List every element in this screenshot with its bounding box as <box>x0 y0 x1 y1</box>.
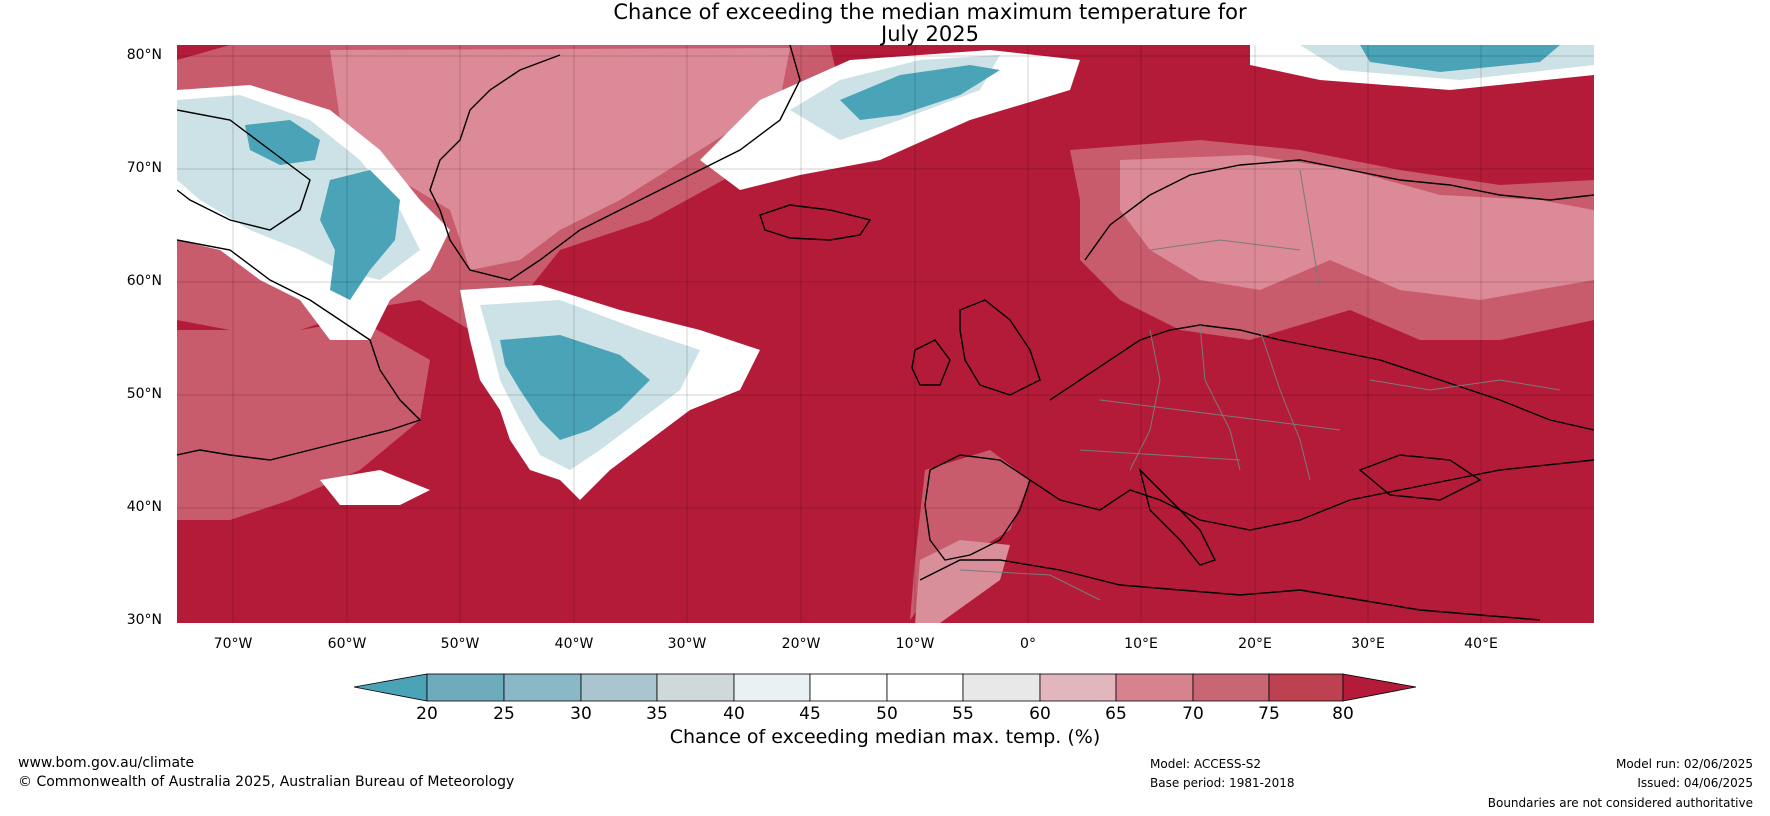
colorbar-tick: 25 <box>493 704 515 724</box>
lon-label: 20°W <box>781 636 821 652</box>
colorbar-tick: 60 <box>1029 704 1051 724</box>
coastline-iceland <box>759 204 872 241</box>
colorbar-segment <box>962 673 1041 702</box>
coastline-greenland <box>429 45 801 281</box>
colorbar-tick: 30 <box>570 704 592 724</box>
boundaries-disclaimer: Boundaries are not considered authoritat… <box>1487 796 1753 810</box>
colorbar-segment <box>1039 673 1117 702</box>
website-link[interactable]: www.bom.gov.au/climate <box>18 755 195 771</box>
lon-label: 60°W <box>327 636 367 652</box>
coastline-black-sea <box>1358 454 1482 501</box>
cool-zone-baffin <box>320 170 400 300</box>
colorbar-low-extend <box>353 673 428 702</box>
warm-zone-scandinavia-light <box>1120 155 1594 300</box>
neutral-zone-newfoundland <box>320 470 430 505</box>
colorbar-tick: 65 <box>1105 704 1127 724</box>
colorbar-tick: 55 <box>952 704 974 724</box>
warm-zone-north-africa <box>915 540 1010 623</box>
coastline-mediterranean <box>1029 459 1594 531</box>
lon-label: 20°E <box>1238 636 1272 652</box>
colorbar-segment <box>1115 673 1194 702</box>
lat-label: 50°N <box>126 386 162 402</box>
colorbar-label: Chance of exceeding median max. temp. (%… <box>669 726 1101 748</box>
colorbar-segment <box>1192 673 1270 702</box>
colorbar-tick: 20 <box>416 704 438 724</box>
colorbar-tick: 50 <box>876 704 898 724</box>
warm-zone-light-north <box>330 48 790 270</box>
cool-zone-far-north <box>1360 45 1560 72</box>
lon-label: 30°W <box>667 636 707 652</box>
lat-label: 60°N <box>126 273 162 289</box>
lat-label: 30°N <box>126 612 162 628</box>
lon-label: 0° <box>1020 636 1036 652</box>
model-name: Model: ACCESS-S2 <box>1150 757 1262 771</box>
lon-label: 10°W <box>895 636 935 652</box>
lon-label: 70°W <box>213 636 253 652</box>
coastline-europe <box>1049 324 1594 431</box>
coastline-british-isles <box>959 299 1041 396</box>
colorbar-tick: 35 <box>646 704 668 724</box>
lon-label: 30°E <box>1351 636 1385 652</box>
cool-zone-baffin-north <box>245 120 320 165</box>
colorbar-segment <box>656 673 735 702</box>
country-borders <box>959 169 1561 601</box>
copyright-text: © Commonwealth of Australia 2025, Austra… <box>18 774 515 790</box>
colorbar-high-extend <box>1342 673 1417 702</box>
colorbar-tick: 75 <box>1258 704 1280 724</box>
colorbar-segment <box>733 673 811 702</box>
lon-label: 40°E <box>1464 636 1498 652</box>
coastlines <box>177 45 1594 621</box>
coastline-ireland <box>911 339 951 386</box>
warm-zone-labrador <box>177 320 430 520</box>
coastline-italy <box>1138 467 1216 566</box>
colorbar-tick: 80 <box>1332 704 1354 724</box>
graticule <box>177 45 1594 623</box>
colorbar-segment <box>809 673 888 702</box>
cool-zone-atlantic <box>500 335 650 440</box>
coastline-scandinavia <box>1084 159 1594 261</box>
coastline-north-africa <box>919 559 1541 621</box>
colorbar-segment <box>503 673 582 702</box>
base-period: Base period: 1981-2018 <box>1150 776 1295 790</box>
lon-label: 40°W <box>554 636 594 652</box>
coastline-baffin <box>177 109 311 231</box>
lat-label: 80°N <box>126 47 162 63</box>
map-title-line1: Chance of exceeding the median maximum t… <box>613 0 1247 24</box>
coastline-labrador <box>177 239 422 461</box>
cool-zone-arctic <box>840 65 1000 120</box>
lon-label: 50°W <box>440 636 480 652</box>
colorbar-tick: 70 <box>1182 704 1204 724</box>
lat-label: 40°N <box>126 499 162 515</box>
colorbar-segment <box>580 673 658 702</box>
colorbar <box>353 673 1417 702</box>
colorbar-tick: 40 <box>723 704 745 724</box>
model-run-date: Model run: 02/06/2025 <box>1615 757 1753 771</box>
lat-label: 70°N <box>126 160 162 176</box>
coastline-iberia <box>924 454 1031 561</box>
colorbar-segment <box>886 673 964 702</box>
lon-label: 10°E <box>1124 636 1158 652</box>
colorbar-segment <box>1268 673 1344 702</box>
issued-date: Issued: 04/06/2025 <box>1637 776 1753 790</box>
map-title-line2: July 2025 <box>881 22 979 46</box>
colorbar-tick: 45 <box>799 704 821 724</box>
colorbar-segment <box>426 673 505 702</box>
